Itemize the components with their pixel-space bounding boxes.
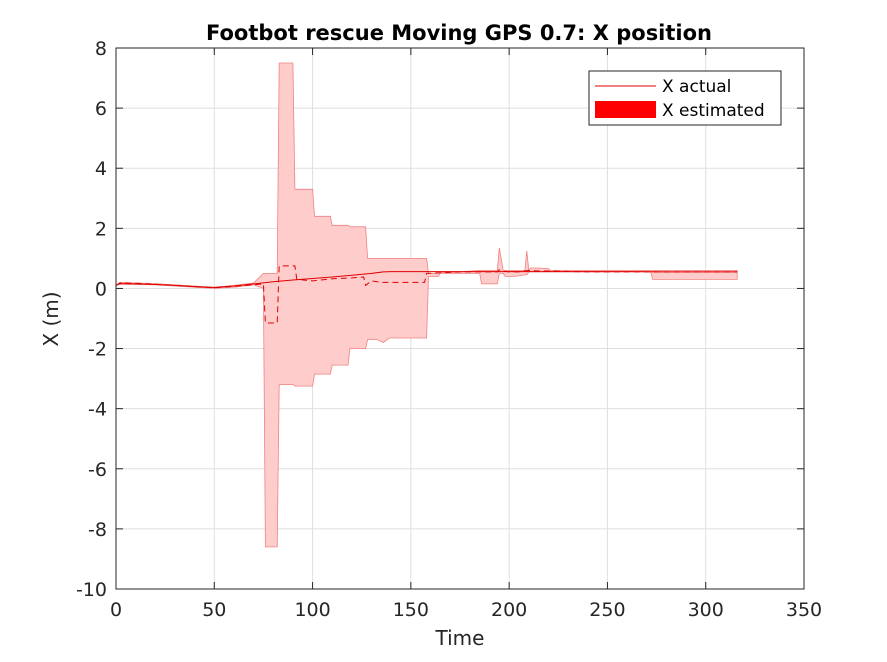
y-tick-label: -4: [88, 399, 107, 421]
y-tick-label: -10: [76, 579, 107, 601]
y-tick-label: 6: [95, 98, 107, 120]
y-tick-label: 8: [95, 38, 107, 60]
series-line-layer: [115, 265, 738, 324]
y-tick-label: -2: [88, 339, 107, 361]
x-axis-label: Time: [435, 626, 485, 650]
legend-entry-actual: X actual: [662, 77, 731, 97]
legend-patch-swatch: [595, 101, 656, 118]
estimate-band-layer: [115, 62, 738, 548]
y-axis-label: X (m): [39, 291, 63, 346]
x-tick-label: 150: [393, 599, 429, 621]
x-tick-label: 100: [294, 599, 330, 621]
x-tick-label: 350: [786, 599, 822, 621]
y-tick-label: 2: [95, 218, 107, 240]
x-tick-label: 200: [491, 599, 527, 621]
x-tick-label: 50: [202, 599, 226, 621]
legend-entry-estimated: X estimated: [662, 101, 765, 121]
grid-lines: [115, 47, 805, 590]
series-x-estimated-line: [115, 265, 738, 324]
axis-ticks: 0 50 100 150 200 250 300 350 8 6 4 2 0 -2 -4 -6 -8 -10: [76, 38, 822, 621]
x-tick-label: 300: [688, 599, 724, 621]
y-tick-label: 0: [95, 278, 107, 300]
y-tick-label: 4: [95, 158, 107, 180]
x-tick-label: 0: [110, 599, 122, 621]
legend: X actual X estimated: [588, 70, 782, 126]
y-tick-label: -8: [88, 519, 107, 541]
x-tick-label: 250: [589, 599, 625, 621]
plot-area-frame: [115, 47, 805, 590]
chart-title: Footbot rescue Moving GPS 0.7: X positio…: [206, 21, 712, 45]
y-tick-label: -6: [88, 459, 107, 481]
series-x-estimated-band: [115, 62, 738, 548]
